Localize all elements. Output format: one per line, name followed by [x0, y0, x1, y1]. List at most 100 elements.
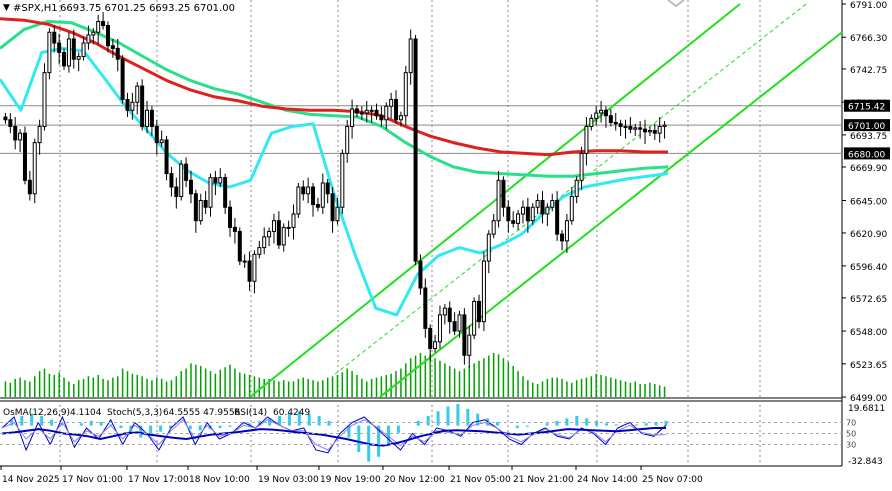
candle-body [291, 213, 296, 228]
indicator-axis: 19.6811 -32.843 70 50 30 [846, 404, 885, 467]
price-tick-label: 6791.00 [850, 1, 887, 11]
trend-channel [249, 3, 843, 398]
candle-body [574, 179, 579, 197]
candle-body [584, 125, 589, 154]
candle-body [91, 31, 96, 36]
candle-body [8, 119, 13, 127]
candle-body [57, 42, 62, 53]
chart-menu-arrow-icon[interactable]: ▼ [3, 3, 10, 13]
price-tick-label: 6620.90 [850, 230, 887, 240]
candle-body [320, 182, 325, 208]
candle-body [315, 204, 320, 208]
candle-body [437, 314, 442, 343]
candle-body [188, 179, 193, 195]
candle-body [613, 121, 618, 125]
time-tick-label: 20 Nov 12:00 [384, 475, 445, 485]
candle-body [218, 177, 223, 184]
candle-body [276, 220, 281, 246]
candle-body [267, 230, 272, 238]
marked-price-labels: 6715.42 6701.00 6680.00 [844, 99, 890, 160]
candle-body [62, 51, 67, 67]
time-tick-label: 21 Nov 05:00 [450, 475, 511, 485]
candle-body [242, 260, 247, 263]
candle-body [86, 34, 91, 44]
candle-body [110, 45, 115, 49]
candle-body [354, 108, 359, 114]
candle-body [37, 125, 42, 144]
price-tick-label: 6499.00 [850, 394, 887, 404]
channel-midline [334, 3, 807, 375]
candle-body [140, 85, 145, 127]
candle-body [42, 72, 47, 127]
candle-body [179, 163, 184, 197]
channel-line [379, 31, 843, 398]
candle-body [633, 127, 638, 130]
candle-body [516, 213, 521, 224]
candle-body [657, 125, 662, 134]
price-marker-box [844, 119, 890, 132]
price-tick-label: 6548.00 [850, 328, 887, 338]
osma-label: OsMA(12,26,9) [3, 408, 70, 418]
candle-body [535, 200, 540, 208]
oscillator-panel[interactable] [0, 404, 842, 462]
candle-body [457, 314, 462, 332]
candle-body [472, 300, 477, 336]
candle-body [423, 287, 428, 329]
candle-body [193, 193, 198, 222]
candle-body [169, 173, 174, 188]
price-marker-label: 6715.42 [848, 103, 885, 113]
candle-body [120, 58, 125, 101]
time-tick-label: 17 Nov 01:00 [62, 475, 123, 485]
candle-body [418, 260, 423, 289]
candle-body [237, 230, 242, 262]
ohlc-readout: 6693.75 6701.25 6693.25 6701.00 [60, 3, 235, 14]
stoch-label: Stoch(5,3,3) [107, 408, 162, 418]
candle-body [506, 206, 511, 222]
candle-body [71, 38, 76, 60]
symbol-label: #SPX,H1 [13, 3, 58, 14]
candle-body [184, 163, 189, 181]
candle-body [22, 132, 27, 181]
candle-body [364, 109, 369, 114]
candle-body [608, 115, 613, 123]
candle-body [27, 179, 32, 195]
candle-body [603, 109, 608, 117]
candle-body [301, 186, 306, 195]
candle-body [447, 307, 452, 323]
candle-body [628, 125, 633, 130]
candle-body [105, 25, 110, 47]
channel-line [249, 3, 741, 398]
candle-body [384, 105, 389, 121]
candle-body [115, 47, 120, 60]
candle-body [13, 125, 18, 141]
stoch-values: 64.5555 47.9556 [163, 408, 241, 418]
oscillator-line [1, 427, 666, 447]
candle-body [374, 109, 379, 117]
indicator-axis-max: 19.6811 [848, 404, 885, 414]
candle-body [477, 300, 482, 323]
time-tick-label: 17 Nov 17:00 [128, 475, 189, 485]
candle-body [271, 220, 276, 232]
candle-body [481, 260, 486, 323]
price-tick-label: 6645.00 [850, 198, 887, 208]
candle-body [101, 20, 106, 27]
candle-body [130, 101, 135, 111]
candle-body [530, 206, 535, 222]
price-tick-label: 6766.30 [850, 34, 887, 44]
candle-body [525, 206, 530, 222]
candle-body [350, 108, 355, 127]
candle-body [389, 99, 394, 107]
candle-body [18, 132, 23, 141]
candle-body [247, 260, 252, 282]
candle-body [511, 220, 516, 224]
candle-body [135, 85, 140, 103]
candle-body [281, 226, 286, 246]
candle-body [213, 177, 218, 184]
price-marker-box [844, 99, 890, 112]
candle-body [154, 125, 159, 144]
candle-body [369, 109, 374, 112]
candle-body [569, 195, 574, 222]
candle-body [428, 327, 433, 350]
candle-body [579, 152, 584, 181]
